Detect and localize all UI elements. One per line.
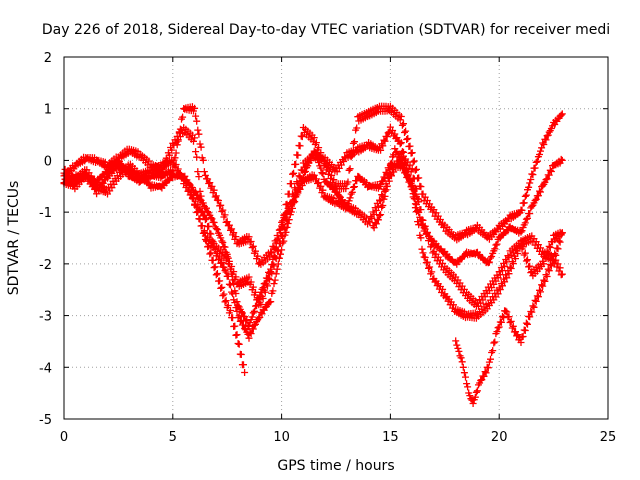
plot-frame [63,56,609,420]
x-tick-label: 25 [600,430,617,445]
data-points [60,102,566,407]
y-axis-label: SDTVAR / TECUs [6,181,22,296]
tick-labels: 0 5 10 15 20 25 -5 -4 -3 -2 -1 0 1 2 [39,51,616,445]
y-tick-label: -2 [39,258,52,273]
y-tick-label: -4 [39,361,52,376]
series-points [60,102,566,268]
y-tick-label: -5 [39,413,52,428]
data-series [369,145,423,232]
y-tick-label: 1 [44,103,52,118]
x-tick-label: 20 [491,430,508,445]
series-points [369,145,423,232]
chart-title: Day 226 of 2018, Sidereal Day-to-day VTE… [42,22,610,38]
series-points [188,194,249,376]
x-tick-label: 15 [382,430,399,445]
y-tick-label: 0 [44,154,52,169]
y-tick-label: 2 [44,51,52,66]
data-series [60,102,566,268]
y-tick-label: -3 [39,310,52,325]
series-points [452,229,566,407]
y-tick-label: -1 [39,206,52,221]
data-series [452,229,566,407]
x-tick-label: 5 [169,430,177,445]
x-tick-label: 10 [273,430,290,445]
data-series [188,194,249,376]
x-tick-label: 0 [60,430,68,445]
x-axis-label: GPS time / hours [277,458,394,474]
